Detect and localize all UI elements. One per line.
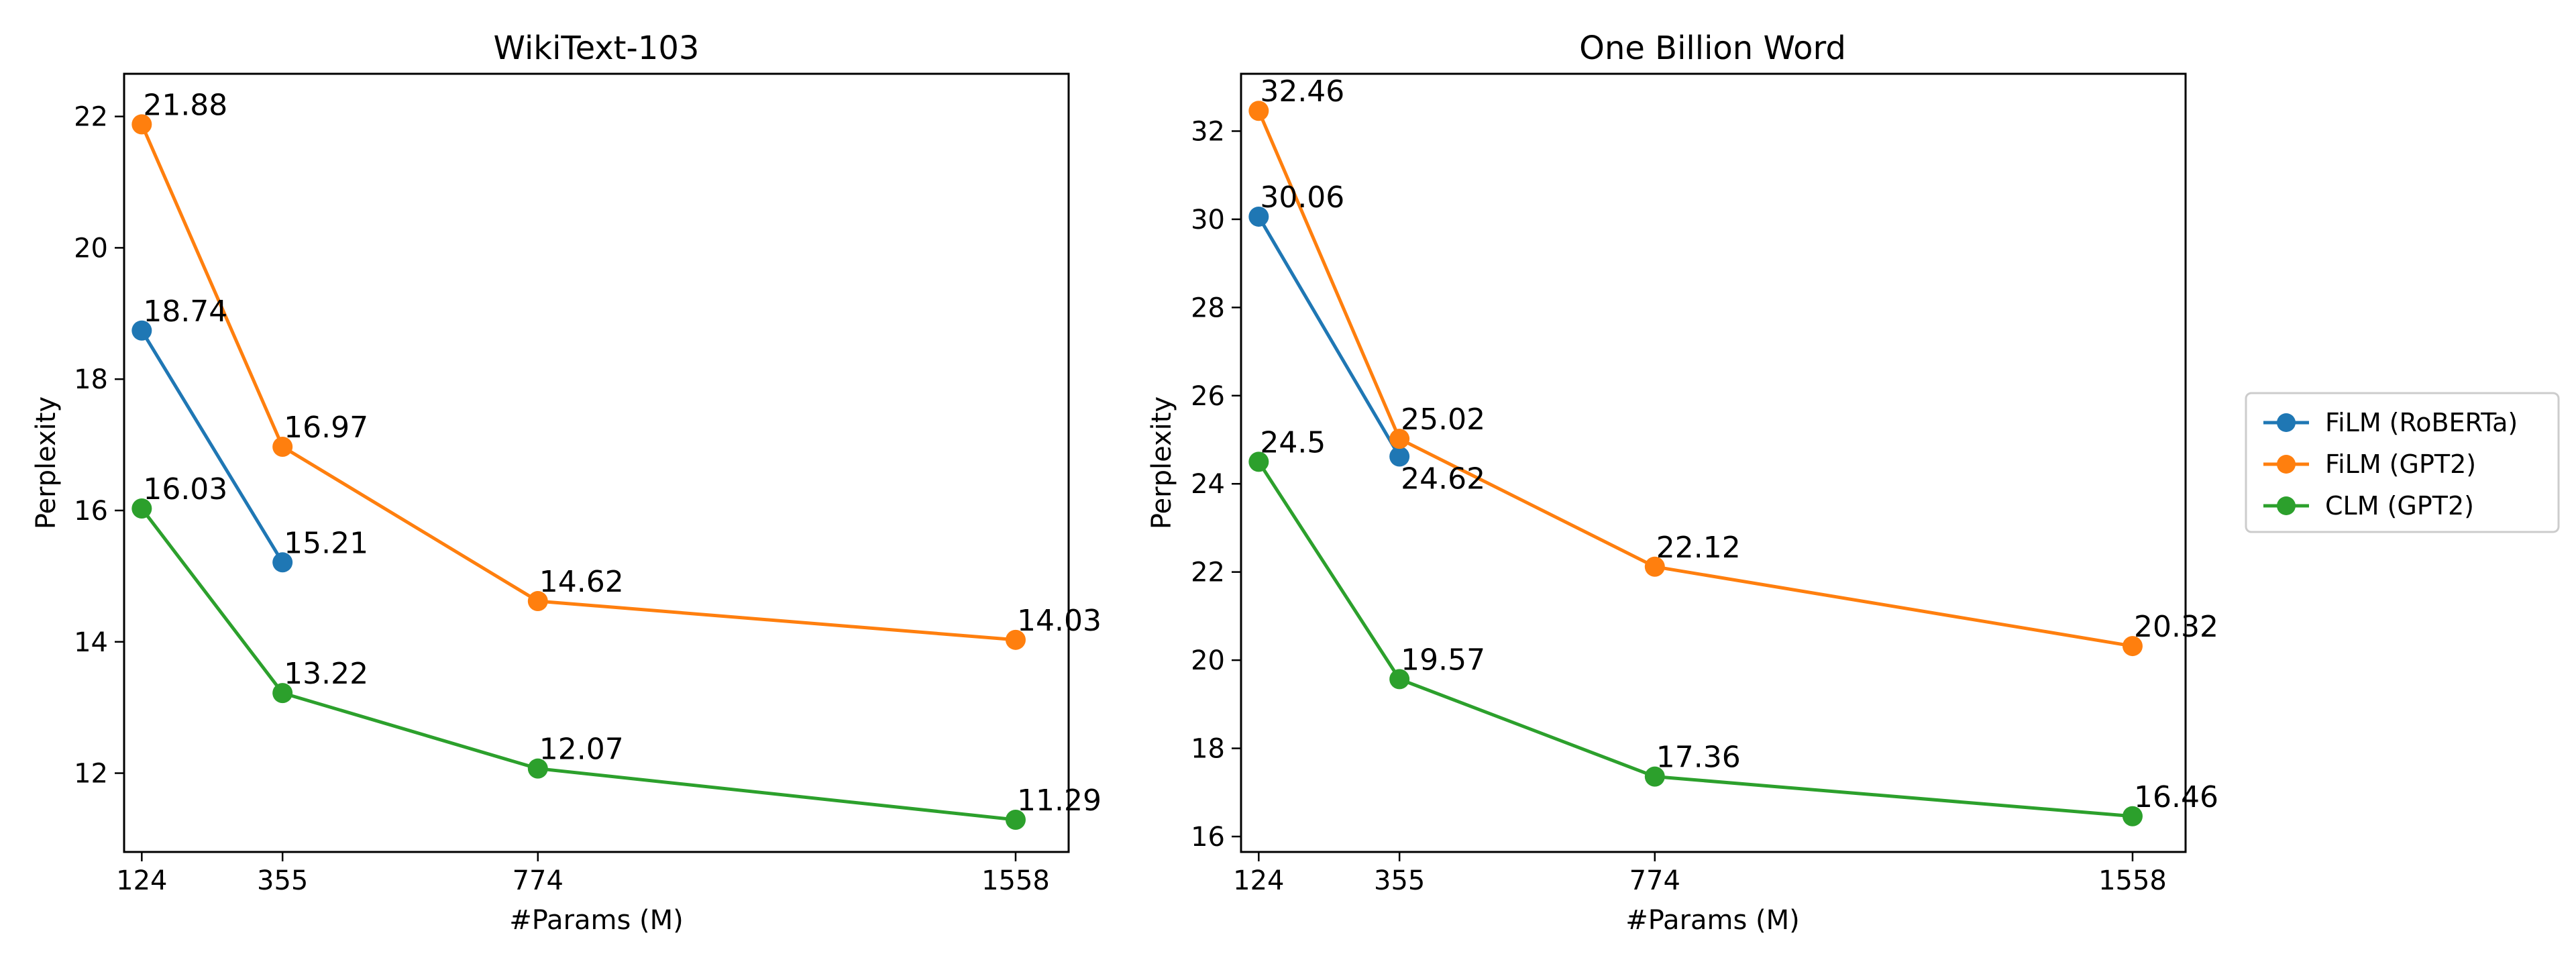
wikitext-103-film-gpt2-data-label: 21.88	[143, 88, 227, 122]
one-billion-word-film-roberta-point	[1248, 206, 1269, 227]
wikitext-103-film-roberta-data-label: 15.21	[284, 526, 368, 560]
wikitext-103-film-gpt2-point	[1005, 629, 1026, 650]
one-billion-word-clm-gpt2-data-label: 17.36	[1656, 741, 1741, 775]
wikitext-103-clm-gpt2-point	[131, 498, 152, 519]
one-billion-word-xtick-label: 774	[1629, 865, 1680, 896]
one-billion-word-plot-frame	[1240, 72, 2187, 853]
wikitext-103-clm-gpt2-data-label: 16.03	[143, 472, 227, 506]
wikitext-103-clm-gpt2-point	[272, 683, 293, 704]
legend-clm-gpt2-label: CLM (GPT2)	[2325, 491, 2474, 521]
legend-film-roberta-marker	[2277, 413, 2296, 432]
one-billion-word-clm-gpt2-data-label: 24.5	[1260, 425, 1326, 460]
one-billion-word-clm-gpt2-line	[1256, 460, 2135, 818]
one-billion-word-film-gpt2-point	[2122, 636, 2143, 657]
wikitext-103-xtick-label: 124	[116, 865, 167, 896]
wikitext-103-clm-gpt2-line	[140, 506, 1018, 822]
one-billion-word-ytick-label: 28	[1191, 292, 1225, 323]
one-billion-word-ytick-label: 16	[1191, 822, 1225, 853]
wikitext-103-film-gpt2-data-label: 14.03	[1017, 604, 1102, 638]
legend-clm-gpt2-marker	[2277, 496, 2296, 515]
wikitext-103-film-gpt2-point	[272, 437, 293, 458]
one-billion-word-clm-gpt2-point	[2122, 806, 2143, 826]
wikitext-103-ytick-label: 22	[74, 102, 108, 133]
one-billion-word-ytick-label: 26	[1191, 381, 1225, 412]
wikitext-103-clm-gpt2-point	[1005, 810, 1026, 830]
one-billion-word-ytick-label: 20	[1191, 645, 1225, 676]
wikitext-103-clm-gpt2-data-label: 11.29	[1017, 784, 1102, 818]
wikitext-103-ytick-label: 16	[74, 496, 108, 527]
wikitext-103-clm-gpt2-point	[527, 758, 548, 779]
one-billion-word-ytick-label: 32	[1191, 116, 1225, 147]
one-billion-word-ytick-label: 18	[1191, 734, 1225, 765]
one-billion-word-clm-gpt2-point	[1248, 451, 1269, 472]
one-billion-word-film-roberta-point	[1389, 446, 1410, 467]
legend-film-gpt2-label: FiLM (GPT2)	[2325, 449, 2476, 479]
one-billion-word-clm-gpt2-data-label: 16.46	[2134, 780, 2218, 814]
one-billion-word-ytick-label: 30	[1191, 205, 1225, 235]
wikitext-103-ytick-label: 12	[74, 759, 108, 790]
wikitext-103-film-gpt2-line	[140, 122, 1018, 642]
one-billion-word-film-gpt2-data-label: 20.32	[2134, 610, 2218, 644]
wikitext-ylabel: Perplexity	[31, 396, 62, 529]
one-billion-word-clm-gpt2-data-label: 19.57	[1401, 643, 1485, 677]
legend-film-gpt2-marker	[2277, 455, 2296, 474]
one-billion-word-film-roberta-line	[1256, 215, 1401, 458]
one-billion-word-xtick-label: 355	[1374, 865, 1425, 896]
wikitext-103-ytick-label: 14	[74, 627, 108, 658]
one-billion-word-ytick-label: 24	[1191, 469, 1225, 500]
legend-box	[2245, 392, 2560, 533]
wikitext-title: WikiText-103	[494, 30, 700, 67]
wikitext-103-xtick-label: 355	[257, 865, 308, 896]
wikitext-103-clm-gpt2-data-label: 13.22	[284, 657, 368, 691]
wikitext-103-film-gpt2-data-label: 14.62	[539, 565, 624, 599]
one-billion-word-ytick-label: 22	[1191, 557, 1225, 588]
one-billion-word-film-gpt2-data-label: 25.02	[1401, 402, 1485, 437]
one-billion-word-clm-gpt2-point	[1644, 766, 1665, 787]
legend-film-roberta-label: FiLM (RoBERTa)	[2325, 408, 2518, 437]
one-billion-word-ylabel: Perplexity	[1146, 396, 1177, 529]
wikitext-103-xtick-label: 774	[513, 865, 564, 896]
wikitext-103-film-gpt2-data-label: 16.97	[284, 411, 368, 445]
one-billion-word-title: One Billion Word	[1579, 30, 1846, 67]
one-billion-word-panel: One Billion Word 124 355 774 1558 16 18 20 22 24…	[1146, 30, 2218, 936]
wikitext-panel: WikiText-103 124 355 774 1558 12 14 16 18 20 22 1…	[31, 30, 1102, 936]
one-billion-word-xtick-label: 124	[1233, 865, 1284, 896]
wikitext-xlabel: #Params (M)	[509, 905, 684, 936]
wikitext-103-clm-gpt2-data-label: 12.07	[539, 733, 624, 767]
wikitext-103-ytick-label: 18	[74, 364, 108, 395]
one-billion-word-film-gpt2-point	[1248, 101, 1269, 121]
one-billion-word-clm-gpt2-point	[1389, 669, 1410, 690]
wikitext-103-film-roberta-line	[140, 329, 284, 564]
one-billion-word-film-gpt2-line	[1256, 109, 2135, 648]
one-billion-word-film-gpt2-data-label: 32.46	[1260, 74, 1344, 109]
one-billion-word-film-gpt2-point	[1644, 556, 1665, 577]
wikitext-103-ytick-label: 20	[74, 233, 108, 264]
wikitext-103-film-roberta-point	[131, 320, 152, 341]
wikitext-103-film-roberta-data-label: 18.74	[143, 294, 227, 329]
wikitext-103-film-gpt2-point	[527, 591, 548, 612]
one-billion-word-xtick-label: 1558	[2098, 865, 2167, 896]
one-billion-word-film-roberta-data-label: 24.62	[1401, 462, 1485, 496]
one-billion-word-xlabel: #Params (M)	[1625, 905, 1800, 936]
one-billion-word-film-gpt2-data-label: 22.12	[1656, 531, 1741, 565]
wikitext-plot-frame	[123, 72, 1070, 853]
wikitext-103-xtick-label: 1558	[981, 865, 1050, 896]
legend: FiLM (RoBERTa) FiLM (GPT2) CLM (GPT2)	[2245, 392, 2560, 533]
one-billion-word-film-roberta-data-label: 30.06	[1260, 180, 1344, 215]
wikitext-103-film-roberta-point	[272, 552, 293, 573]
wikitext-103-film-gpt2-point	[131, 114, 152, 135]
one-billion-word-film-gpt2-point	[1389, 429, 1410, 449]
